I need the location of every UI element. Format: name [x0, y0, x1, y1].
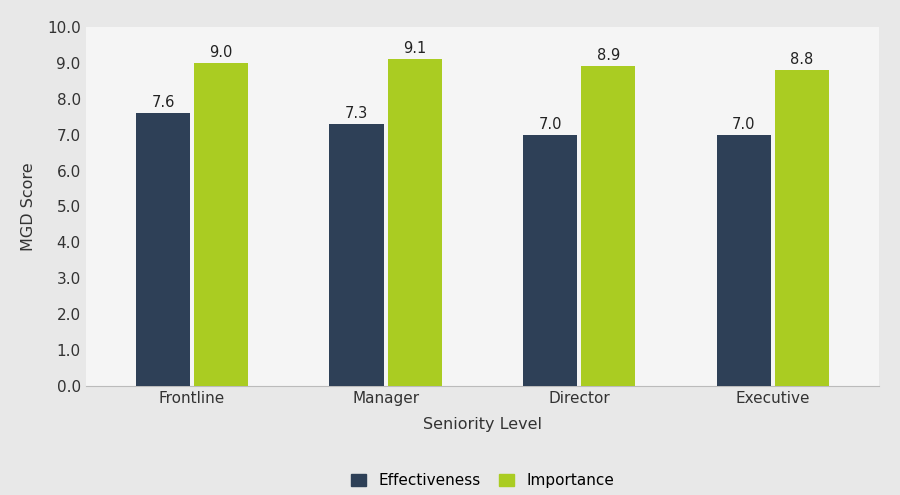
Text: 8.9: 8.9: [597, 49, 620, 63]
Y-axis label: MGD Score: MGD Score: [21, 162, 36, 251]
Bar: [523, 135, 577, 386]
Text: 8.8: 8.8: [790, 52, 814, 67]
Legend: Effectiveness, Importance: Effectiveness, Importance: [343, 466, 622, 495]
Bar: [388, 59, 442, 386]
Text: 7.3: 7.3: [345, 106, 368, 121]
Bar: [581, 66, 635, 386]
Text: 9.1: 9.1: [403, 41, 427, 56]
Bar: [194, 63, 248, 386]
Bar: [136, 113, 190, 386]
Bar: [329, 124, 383, 386]
Bar: [716, 135, 770, 386]
Bar: [775, 70, 829, 386]
Text: 7.0: 7.0: [538, 117, 562, 132]
Text: 7.0: 7.0: [732, 117, 755, 132]
Text: 7.6: 7.6: [151, 95, 175, 110]
Text: 9.0: 9.0: [210, 45, 233, 60]
X-axis label: Seniority Level: Seniority Level: [423, 417, 542, 432]
